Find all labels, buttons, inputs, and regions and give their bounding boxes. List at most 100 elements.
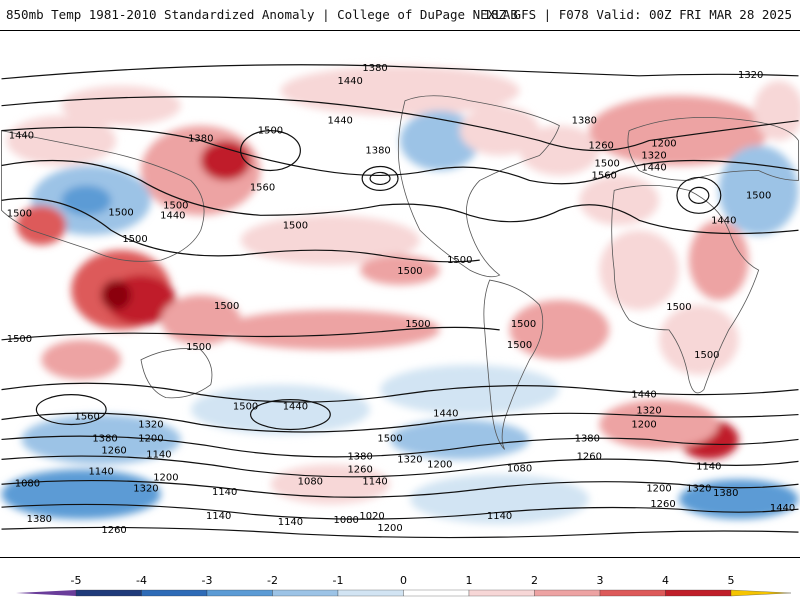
contour-label: 1320 <box>636 406 661 417</box>
contour-label: 1500 <box>214 301 239 312</box>
colorbar-swatch <box>75 589 142 597</box>
contour-label: 1380 <box>365 146 390 157</box>
header-bar: 850mb Temp 1981-2010 Standardized Anomal… <box>0 0 800 30</box>
colorbar-swatch <box>337 589 404 597</box>
contour-label: 1380 <box>362 63 387 74</box>
colorbar-swatch <box>599 589 666 597</box>
contour-label: 1200 <box>153 472 178 483</box>
contour-label: 1500 <box>397 266 422 277</box>
contour-label: 1380 <box>347 451 372 462</box>
colorbar-swatches <box>16 589 792 597</box>
contour-label: 1260 <box>650 499 675 510</box>
contour-label: 1140 <box>212 487 237 498</box>
contour-label: 1500 <box>122 234 147 245</box>
colorbar-tick-label: 5 <box>728 574 735 587</box>
contour-label: 1140 <box>88 466 113 477</box>
contour-label: 1440 <box>160 210 185 221</box>
colorbar-swatch <box>403 589 470 597</box>
contour-label: 1500 <box>595 158 620 169</box>
contour-label: 1500 <box>666 302 691 313</box>
contour-label: 1200 <box>631 419 656 430</box>
contour-label: 1200 <box>377 523 402 534</box>
contour-label: 1320 <box>641 151 666 162</box>
contour-label: 1260 <box>101 525 126 536</box>
colorbar-tick-label: 3 <box>597 574 604 587</box>
contour-label: 1500 <box>258 126 283 137</box>
colorbar-tick-labels: -5 -4 -3 -2 -1 0 1 2 3 4 5 <box>71 574 735 587</box>
colorbar-swatch <box>468 589 535 597</box>
coastlines <box>1 95 799 450</box>
contour-label: 1440 <box>433 409 458 420</box>
contour-label: 1440 <box>283 402 308 413</box>
contour-label: 1260 <box>347 464 372 475</box>
colorbar-tick-label: -4 <box>136 574 147 587</box>
colorbar-tick-label: 4 <box>662 574 669 587</box>
contour-label: 1500 <box>694 350 719 361</box>
model-run-valid-time: 18Z GFS | F078 Valid: 00Z FRI MAR 28 202… <box>483 7 792 22</box>
contour-label: 1080 <box>298 476 323 487</box>
colorbar-swatch <box>141 589 208 597</box>
contour-label: 1500 <box>186 342 211 353</box>
contour-label: 1500 <box>163 200 188 211</box>
contour-labels: 1380 1440 1320 1440 1380 1500 1380 1440 … <box>7 63 795 536</box>
colorbar-tick-label: -1 <box>333 574 344 587</box>
contour-label: 1140 <box>278 517 303 528</box>
contour-label: 1200 <box>651 139 676 150</box>
colorbar: -5 -4 -3 -2 -1 0 1 2 3 4 5 <box>16 574 792 597</box>
contour-label: 1440 <box>770 503 795 514</box>
contour-label: 1560 <box>75 412 100 423</box>
contour-label: 1380 <box>713 488 738 499</box>
contour-label: 1320 <box>397 454 422 465</box>
contour-label: 1140 <box>362 476 387 487</box>
contour-label: 1500 <box>507 340 532 351</box>
contour-label: 1440 <box>711 215 736 226</box>
colorbar-tick-label: 1 <box>466 574 473 587</box>
contour-label: 1380 <box>92 433 117 444</box>
contour-label: 1560 <box>250 182 275 193</box>
anomaly-map: 1380 1440 1320 1440 1380 1500 1380 1440 … <box>0 30 800 558</box>
contour-label: 1080 <box>334 515 359 526</box>
contour-label: 1140 <box>206 511 231 522</box>
contour-label: 1560 <box>592 170 617 181</box>
colorbar-swatch-above <box>730 589 792 597</box>
contour-label: 1500 <box>511 319 536 330</box>
contour-label: 1320 <box>686 483 711 494</box>
contour-label: 1200 <box>138 433 163 444</box>
contour-label: 1320 <box>738 70 763 81</box>
contour-label: 1260 <box>589 141 614 152</box>
contour-label: 1500 <box>283 220 308 231</box>
contour-label: 1440 <box>641 162 666 173</box>
contour-label: 1500 <box>7 334 32 345</box>
colorbar-tick-label: 0 <box>400 574 407 587</box>
colorbar-tick-label: -5 <box>71 574 82 587</box>
contour-label: 1140 <box>146 449 171 460</box>
contour-label: 1200 <box>427 459 452 470</box>
contour-label: 1440 <box>338 76 363 87</box>
contour-label: 1500 <box>108 207 133 218</box>
colorbar-swatch-below <box>16 590 76 596</box>
map-title: 850mb Temp 1981-2010 Standardized Anomal… <box>6 7 518 22</box>
contour-label: 1260 <box>577 451 602 462</box>
contour-label: 1080 <box>507 463 532 474</box>
contour-label: 1440 <box>328 116 353 127</box>
contour-label: 1500 <box>746 190 771 201</box>
contour-label: 1200 <box>646 483 671 494</box>
height-contours <box>1 64 799 539</box>
contour-label: 1320 <box>138 419 163 430</box>
colorbar-swatch <box>206 589 273 597</box>
contour-label: 1140 <box>696 461 721 472</box>
contour-label: 1440 <box>631 390 656 401</box>
colorbar-tick-label: -3 <box>202 574 213 587</box>
contour-label: 1380 <box>188 134 213 145</box>
contour-label: 1500 <box>7 208 32 219</box>
anomaly-shading <box>1 65 800 525</box>
contour-label: 1500 <box>447 255 472 266</box>
contour-label: 1020 <box>359 511 384 522</box>
contour-label: 1260 <box>101 445 126 456</box>
contour-label: 1080 <box>15 478 40 489</box>
contour-label: 1140 <box>487 511 512 522</box>
contour-label: 1380 <box>27 514 52 525</box>
colorbar-tick-label: 2 <box>531 574 538 587</box>
contour-label: 1380 <box>575 433 600 444</box>
colorbar-swatch <box>272 589 339 597</box>
